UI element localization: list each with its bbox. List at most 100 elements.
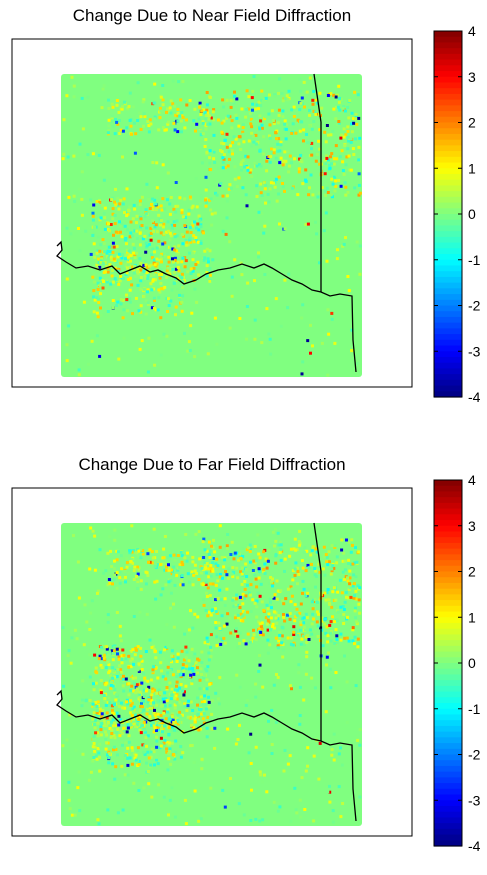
heatmap-cell <box>331 615 334 619</box>
heatmap-cell <box>357 641 361 645</box>
colorbar-step <box>434 600 462 607</box>
heatmap-cell <box>256 533 260 537</box>
heatmap-cell <box>125 293 128 297</box>
heatmap-cell <box>103 250 107 254</box>
heatmap-cell <box>120 764 124 768</box>
heatmap-cell <box>307 566 311 570</box>
heatmap-cell <box>129 703 133 707</box>
heatmap-cell <box>132 615 136 618</box>
heatmap-cell <box>312 89 316 93</box>
heatmap-cell <box>278 540 282 544</box>
heatmap-cell <box>124 580 127 584</box>
heatmap-cell <box>202 258 206 262</box>
heatmap-cell <box>235 619 239 623</box>
heatmap-cell <box>330 311 334 315</box>
heatmap-cell <box>148 233 152 237</box>
heatmap-cell <box>145 770 149 774</box>
heatmap-cell <box>213 550 217 554</box>
heatmap-cell <box>176 114 180 118</box>
heatmap-cell <box>128 563 132 567</box>
heatmap-cell <box>277 108 281 112</box>
heatmap-cell <box>166 229 170 233</box>
heatmap-cell <box>258 770 262 774</box>
heatmap-cell <box>287 170 291 174</box>
heatmap-cell <box>278 805 282 809</box>
colorbar-step <box>434 823 462 830</box>
heatmap-cell <box>132 271 136 275</box>
heatmap-cell <box>117 714 121 718</box>
heatmap-cell <box>268 187 272 191</box>
heatmap-cell <box>313 573 317 577</box>
heatmap-cell <box>342 622 346 625</box>
heatmap-cell <box>266 607 270 611</box>
heatmap-cell <box>227 157 231 161</box>
heatmap-cell <box>248 170 252 174</box>
heatmap-cell <box>100 666 104 669</box>
colorbar-tick-label: 3 <box>468 518 476 534</box>
heatmap-cell <box>329 155 332 159</box>
heatmap-cell <box>106 660 110 664</box>
heatmap-cell <box>123 575 127 579</box>
heatmap-cell <box>186 243 190 247</box>
heatmap-cell <box>274 554 278 558</box>
heatmap-cell <box>121 202 125 206</box>
heatmap-cell <box>142 750 146 754</box>
heatmap-cell <box>170 728 174 732</box>
heatmap-cell <box>162 232 166 236</box>
heatmap-cell <box>97 751 101 755</box>
heatmap-cell <box>113 200 116 204</box>
heatmap-cell <box>333 189 337 193</box>
heatmap-cell <box>111 652 115 655</box>
heatmap-cell <box>120 253 124 256</box>
heatmap-cell <box>328 623 332 627</box>
heatmap-cell <box>173 258 177 262</box>
heatmap-cell <box>129 713 132 717</box>
heatmap-cell <box>257 173 261 177</box>
heatmap-cell <box>160 742 164 746</box>
heatmap-cell <box>133 229 137 233</box>
heatmap-cell <box>102 252 106 256</box>
heatmap-cell <box>172 602 175 606</box>
heatmap-cell <box>248 112 252 116</box>
heatmap-cell <box>241 555 245 559</box>
heatmap-cell <box>354 616 358 620</box>
heatmap-cell <box>204 597 208 601</box>
heatmap-cell <box>92 737 96 741</box>
heatmap-cell <box>155 230 159 234</box>
heatmap-cell <box>121 578 125 582</box>
heatmap-cell <box>306 563 310 567</box>
heatmap-cell <box>205 636 209 640</box>
heatmap-cell <box>183 798 187 802</box>
heatmap-cell <box>189 197 193 201</box>
heatmap-cell <box>151 687 155 691</box>
heatmap-cell <box>127 665 131 669</box>
heatmap-cell <box>248 640 252 644</box>
heatmap-cell <box>204 138 208 142</box>
heatmap-cell <box>250 788 253 792</box>
heatmap-cell <box>196 657 200 661</box>
heatmap-cell <box>130 550 134 554</box>
heatmap-cell <box>169 99 173 103</box>
heatmap-cell <box>131 707 135 711</box>
heatmap-cell <box>162 741 166 745</box>
heatmap-cell <box>152 730 156 734</box>
heatmap-cell <box>187 699 191 703</box>
heatmap-cell <box>255 605 259 609</box>
heatmap-cell <box>180 309 184 313</box>
heatmap-cell <box>138 728 142 732</box>
heatmap-cell <box>72 95 76 99</box>
heatmap-cell <box>111 217 115 221</box>
heatmap-cell <box>100 645 104 649</box>
heatmap-cell <box>269 628 272 632</box>
heatmap-cell <box>161 197 165 201</box>
heatmap-cell <box>354 684 358 688</box>
colorbar-step <box>434 680 462 687</box>
heatmap-cell <box>193 652 197 656</box>
heatmap-cell <box>309 173 313 177</box>
heatmap-cell <box>269 352 273 356</box>
heatmap-cell <box>204 122 208 126</box>
heatmap-cell <box>111 658 115 662</box>
heatmap-cell <box>181 256 185 260</box>
heatmap-cell <box>126 723 130 727</box>
